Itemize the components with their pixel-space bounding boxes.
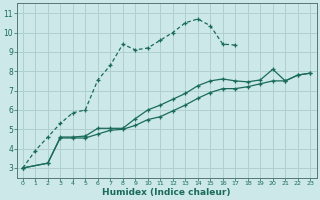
X-axis label: Humidex (Indice chaleur): Humidex (Indice chaleur) <box>102 188 231 197</box>
